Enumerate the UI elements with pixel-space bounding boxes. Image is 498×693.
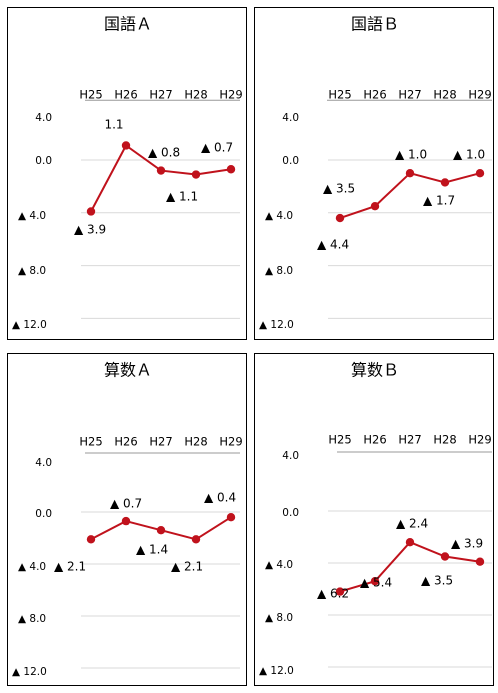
chart-panel-sansu-a: 算数Ａ 4.0 0.0 ▲ 4.0 ▲ 8.0 ▲ 12.0 H25 H26 H27 H28 H29… <box>7 353 247 686</box>
chart-title: 国語Ｂ <box>351 15 399 34</box>
data-label: ▲ 2.1 <box>171 560 203 574</box>
y-tick-label: ▲ 8.0 <box>18 265 46 277</box>
y-tick-label: ▲ 4.0 <box>265 559 293 571</box>
data-label: ▲ 1.0 <box>395 148 427 162</box>
y-tick-label: 0.0 <box>282 507 299 519</box>
x-tick-label: H27 <box>398 88 421 102</box>
data-point <box>335 587 345 596</box>
x-tick-label: H29 <box>468 88 491 102</box>
y-tick-label: ▲ 4.0 <box>265 210 293 222</box>
data-label: 1.1 <box>104 118 123 132</box>
data-point <box>86 207 96 216</box>
chart-title: 算数Ｂ <box>351 361 399 380</box>
data-label: ▲ 1.0 <box>453 148 485 162</box>
x-tick-label: H26 <box>114 435 137 449</box>
y-tick-label: 0.0 <box>282 155 299 167</box>
data-point <box>226 513 236 522</box>
data-label: ▲ 1.7 <box>423 194 455 208</box>
data-point <box>475 169 485 178</box>
data-point <box>156 526 166 535</box>
chart-panel-sansu-b: 算数Ｂ 4.0 0.0 ▲ 4.0 ▲ 8.0 ▲ 12.0 H25 H26 H27 H28 H29… <box>254 353 494 686</box>
y-tick-label: ▲ 12.0 <box>12 319 47 331</box>
chart-panel-kokugo-a: 国語Ａ 4.0 0.0 ▲ 4.0 ▲ 8.0 ▲ 12.0 H25 H26 H27 H28 H29… <box>7 7 247 340</box>
x-tick-label: H26 <box>114 88 137 102</box>
data-label: ▲ 1.1 <box>166 190 198 204</box>
y-tick-label: ▲ 12.0 <box>12 666 47 678</box>
y-tick-label: 4.0 <box>35 112 52 124</box>
x-tick-label: H29 <box>219 435 242 449</box>
chart-svg-sansu-a: 算数Ａ 4.0 0.0 ▲ 4.0 ▲ 8.0 ▲ 12.0 H25 H26 H27 H28 H29… <box>12 361 243 679</box>
y-tick-label: 4.0 <box>282 450 299 462</box>
data-point <box>156 166 166 175</box>
data-label: ▲ 3.9 <box>74 223 106 237</box>
chart-title: 算数Ａ <box>104 361 152 380</box>
data-point <box>226 165 236 174</box>
data-point <box>370 202 380 211</box>
chart-svg-kokugo-b: 国語Ｂ 4.0 0.0 ▲ 4.0 ▲ 8.0 ▲ 12.0 H25 H26 H27 H28 H29… <box>259 15 492 331</box>
data-label: ▲ 0.4 <box>204 491 236 505</box>
chart-title: 国語Ａ <box>104 15 152 34</box>
y-tick-label: ▲ 12.0 <box>259 665 294 677</box>
data-label: ▲ 5.4 <box>360 576 392 590</box>
data-label: ▲ 0.8 <box>148 146 180 160</box>
chart-svg-kokugo-a: 国語Ａ 4.0 0.0 ▲ 4.0 ▲ 8.0 ▲ 12.0 H25 H26 H27 H28 H29… <box>12 15 243 332</box>
x-tick-label: H27 <box>398 433 421 447</box>
x-tick-label: H28 <box>184 88 207 102</box>
y-tick-label: ▲ 4.0 <box>18 210 46 222</box>
data-label: ▲ 2.4 <box>396 517 428 531</box>
data-label: ▲ 3.5 <box>421 574 453 588</box>
y-tick-label: ▲ 8.0 <box>265 265 293 277</box>
data-label: ▲ 4.4 <box>317 238 349 252</box>
y-tick-label: ▲ 4.0 <box>18 561 46 573</box>
data-point <box>191 535 201 544</box>
x-tick-label: H27 <box>149 435 172 449</box>
chart-svg-sansu-b: 算数Ｂ 4.0 0.0 ▲ 4.0 ▲ 8.0 ▲ 12.0 H25 H26 H27 H28 H29… <box>259 361 492 677</box>
data-point <box>191 170 201 179</box>
y-tick-label: 0.0 <box>35 155 52 167</box>
data-label: ▲ 6.2 <box>317 587 349 601</box>
data-label: ▲ 0.7 <box>110 497 142 511</box>
data-point <box>405 538 415 547</box>
x-tick-label: H25 <box>79 88 102 102</box>
series-line <box>339 172 481 220</box>
data-point <box>335 213 345 223</box>
data-point <box>121 141 131 150</box>
x-tick-label: H26 <box>363 88 386 102</box>
data-point <box>440 178 450 187</box>
x-tick-label: H25 <box>328 433 351 447</box>
data-point <box>121 516 131 526</box>
x-tick-label: H28 <box>433 88 456 102</box>
data-point <box>440 552 450 561</box>
x-tick-label: H29 <box>468 433 491 447</box>
x-tick-label: H29 <box>219 88 242 102</box>
y-tick-label: ▲ 8.0 <box>265 612 293 624</box>
data-label: ▲ 2.1 <box>54 560 86 574</box>
data-point <box>370 577 380 586</box>
y-tick-label: ▲ 8.0 <box>18 613 46 625</box>
data-label: ▲ 3.5 <box>323 182 355 196</box>
data-point <box>475 557 485 566</box>
data-label: ▲ 1.4 <box>136 543 168 557</box>
x-tick-label: H26 <box>363 433 386 447</box>
data-point <box>86 535 96 544</box>
x-tick-label: H28 <box>433 433 456 447</box>
x-tick-label: H27 <box>149 88 172 102</box>
data-point <box>405 169 415 178</box>
x-tick-label: H25 <box>79 435 102 449</box>
y-tick-label: 4.0 <box>35 457 52 469</box>
y-tick-label: ▲ 12.0 <box>259 319 294 331</box>
data-label: ▲ 3.9 <box>451 537 483 551</box>
x-tick-label: H28 <box>184 435 207 449</box>
y-tick-label: 4.0 <box>282 112 299 124</box>
data-label: ▲ 0.7 <box>201 141 233 155</box>
y-tick-label: 0.0 <box>35 508 52 520</box>
x-tick-label: H25 <box>328 88 351 102</box>
chart-panel-kokugo-b: 国語Ｂ 4.0 0.0 ▲ 4.0 ▲ 8.0 ▲ 12.0 H25 H26 H27 H28 H29… <box>254 7 494 340</box>
